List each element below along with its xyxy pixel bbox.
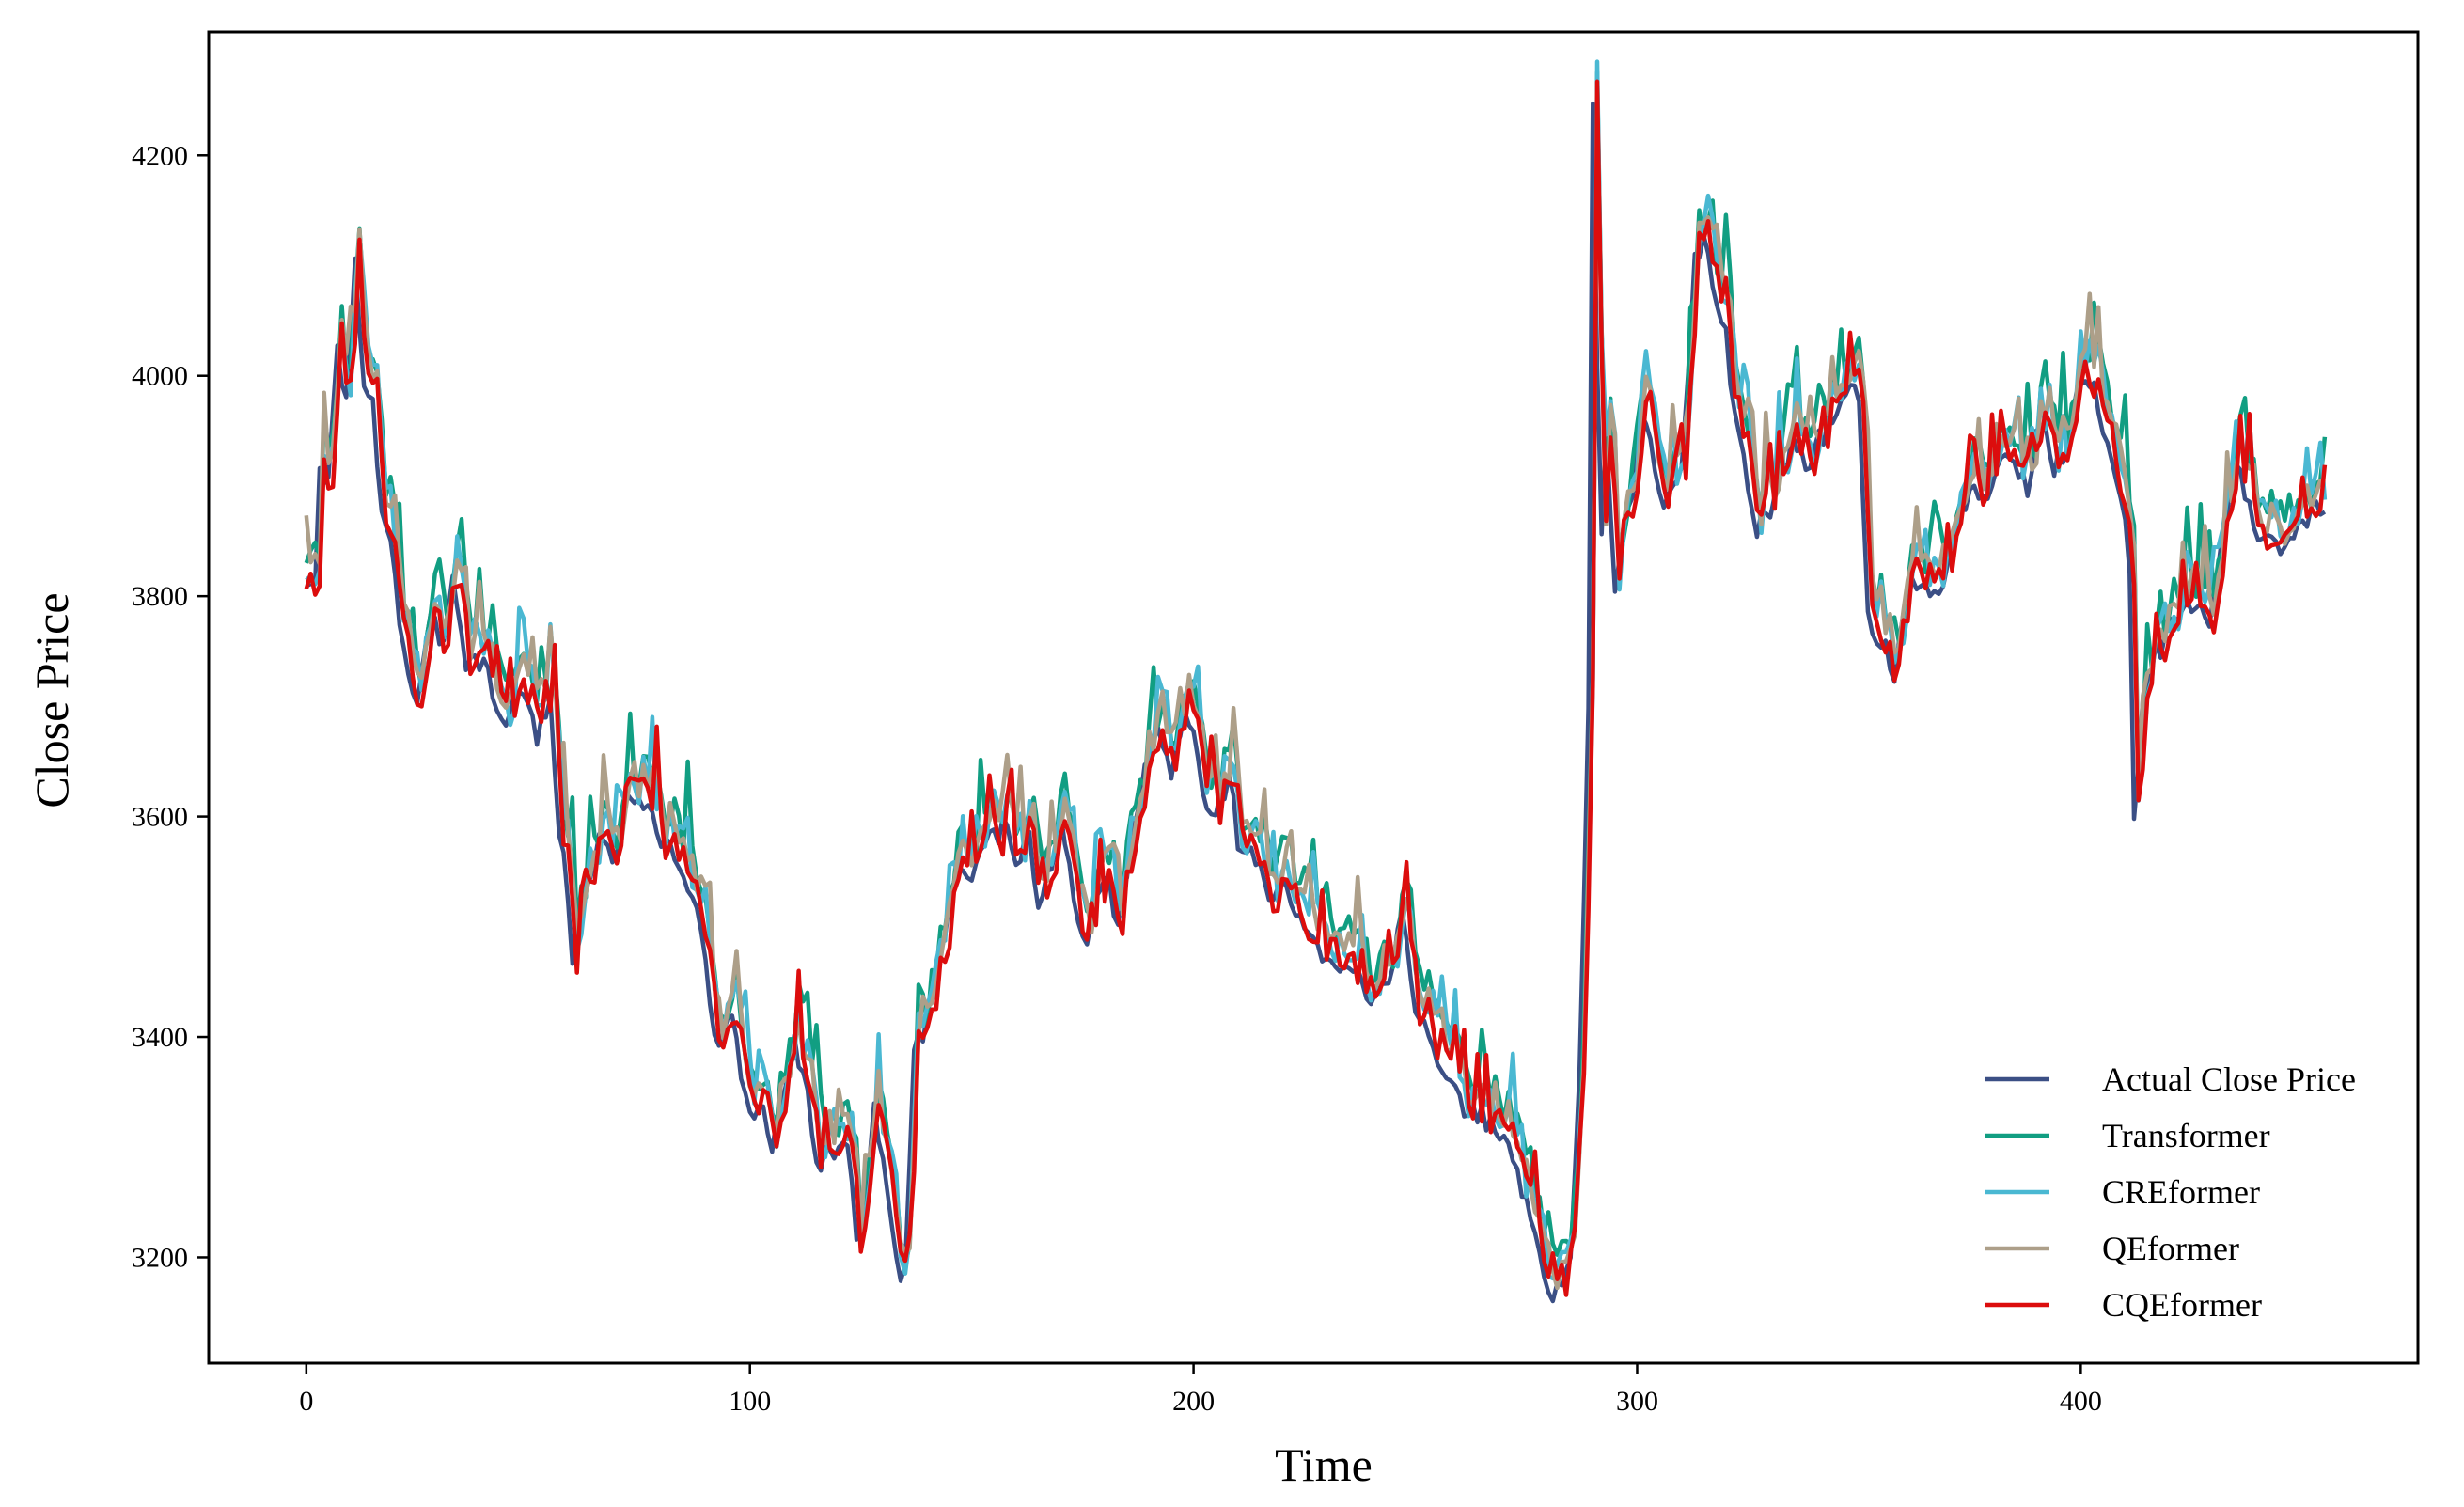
x-axis-label: Time: [1275, 1438, 1373, 1491]
x-tick-label: 200: [1172, 1386, 1215, 1417]
plot-frame: [207, 30, 2420, 1365]
y-tick-label: 3600: [132, 802, 188, 833]
y-tick-label: 3200: [132, 1242, 188, 1273]
x-tick-label: 100: [729, 1386, 771, 1417]
legend-label: CREformer: [2102, 1173, 2260, 1211]
legend-label: Actual Close Price: [2102, 1060, 2356, 1098]
x-axis-ticks: 0 100 200 300 400: [299, 1363, 2102, 1417]
y-tick-label: 3800: [132, 581, 188, 612]
y-axis-label: Close Price: [25, 592, 78, 808]
y-tick-label: 3400: [132, 1022, 188, 1053]
legend-label: QEformer: [2102, 1230, 2239, 1267]
x-tick-label: 300: [1616, 1386, 1658, 1417]
series-layer: [304, 59, 2328, 1304]
y-tick-label: 4000: [132, 361, 188, 392]
cqeformer-line: [304, 79, 2328, 1297]
legend-label: CQEformer: [2102, 1286, 2262, 1324]
x-tick-label: 400: [2060, 1386, 2102, 1417]
y-axis-ticks: 3200 3400 3600 3800 4000 4200: [132, 140, 209, 1273]
y-tick-label: 4200: [132, 140, 188, 171]
x-tick-label: 0: [299, 1386, 313, 1417]
legend-label: Transformer: [2102, 1117, 2270, 1154]
legend: Actual Close Price Transformer CREformer QE…: [1985, 1060, 2356, 1324]
